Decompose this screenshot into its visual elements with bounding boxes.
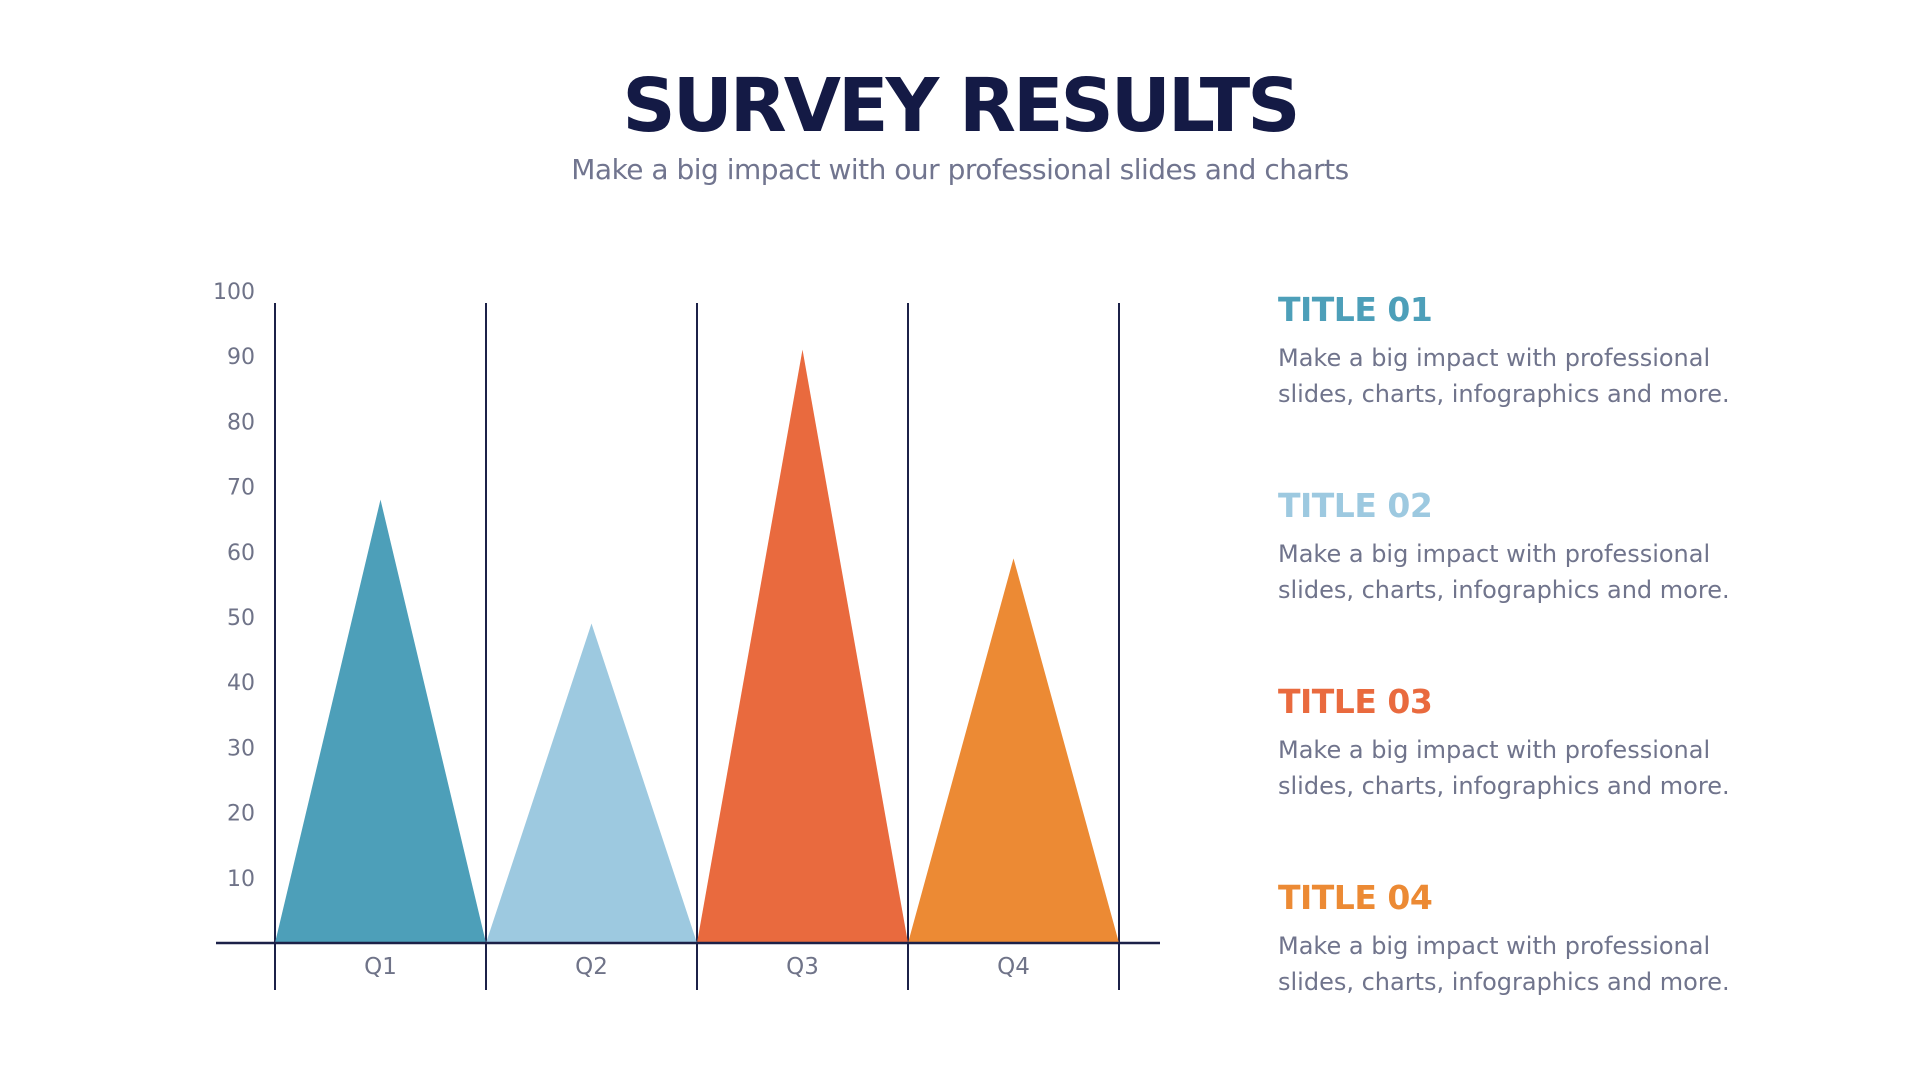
triangle-mark-q3 — [697, 349, 908, 943]
legend-description-2: Make a big impact with professional slid… — [1278, 536, 1778, 608]
y-tick-label: 60 — [227, 541, 255, 566]
legend-description-line: Make a big impact with professional — [1278, 932, 1711, 960]
legend-title-2: TITLE 02 — [1278, 486, 1433, 525]
legend: TITLE 01 Make a big impact with professi… — [1278, 286, 1838, 1070]
legend-item: TITLE 02 Make a big impact with professi… — [1278, 482, 1838, 678]
legend-description-4: Make a big impact with professional slid… — [1278, 928, 1778, 1000]
chart-grid — [274, 303, 1120, 990]
triangle-mark-q2 — [486, 623, 697, 943]
legend-title-1: TITLE 01 — [1278, 290, 1433, 329]
y-tick-label: 100 — [213, 280, 255, 305]
legend-description-line: Make a big impact with professional — [1278, 736, 1711, 764]
legend-title-4: TITLE 04 — [1278, 878, 1433, 917]
legend-description-line: slides, charts, infographics and more. — [1278, 772, 1730, 800]
y-tick-label: 20 — [227, 802, 255, 827]
legend-description-line: Make a big impact with professional — [1278, 344, 1711, 372]
x-category-label: Q2 — [575, 954, 608, 980]
x-category-label: Q1 — [364, 954, 397, 980]
y-tick-label: 40 — [227, 671, 255, 696]
y-tick-label: 90 — [227, 345, 255, 370]
page-subtitle: Make a big impact with our professional … — [571, 153, 1349, 186]
legend-title-3: TITLE 03 — [1278, 682, 1433, 721]
legend-description-line: slides, charts, infographics and more. — [1278, 380, 1730, 408]
x-axis-categories: Q1 Q2 Q3 Q4 — [364, 954, 1030, 980]
legend-description-1: Make a big impact with professional slid… — [1278, 340, 1778, 412]
legend-description-line: slides, charts, infographics and more. — [1278, 968, 1730, 996]
y-tick-label: 30 — [227, 736, 255, 761]
triangle-mark-q1 — [275, 499, 486, 943]
y-tick-label: 50 — [227, 606, 255, 631]
x-category-label: Q3 — [786, 954, 819, 980]
y-axis-ticks: 10 20 30 40 50 60 70 80 90 100 — [213, 280, 255, 892]
x-category-label: Q4 — [997, 954, 1030, 980]
legend-description-line: Make a big impact with professional — [1278, 540, 1711, 568]
legend-item: TITLE 03 Make a big impact with professi… — [1278, 678, 1838, 874]
page-title: SURVEY RESULTS — [622, 63, 1300, 149]
survey-chart: 10 20 30 40 50 60 70 80 90 100 Q1 Q2 Q3 Q4 — [213, 280, 1160, 990]
y-tick-label: 80 — [227, 410, 255, 435]
legend-item: TITLE 04 Make a big impact with professi… — [1278, 874, 1838, 1070]
triangle-mark-q4 — [908, 558, 1119, 943]
legend-description-3: Make a big impact with professional slid… — [1278, 732, 1778, 804]
y-tick-label: 10 — [227, 867, 255, 892]
legend-item: TITLE 01 Make a big impact with professi… — [1278, 286, 1838, 482]
legend-description-line: slides, charts, infographics and more. — [1278, 576, 1730, 604]
chart-marks — [275, 349, 1119, 943]
y-tick-label: 70 — [227, 476, 255, 501]
